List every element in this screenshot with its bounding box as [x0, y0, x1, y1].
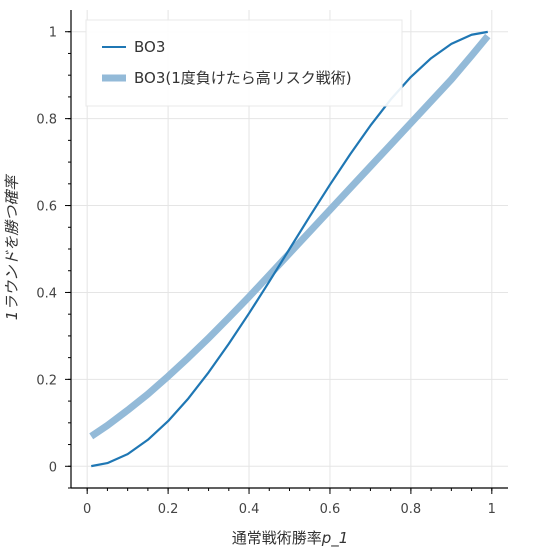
y-tick-label: 0.4: [36, 286, 57, 301]
x-tick-label: 0.8: [401, 502, 422, 517]
x-axis-label-text: 通常戦術勝率: [232, 529, 322, 547]
y-tick-label: 0.2: [36, 373, 57, 388]
legend: BO3 BO3(1度負けたら高リスク戦術): [85, 19, 403, 107]
x-tick-label: 1: [488, 502, 496, 517]
x-tick-label: 0.2: [158, 502, 179, 517]
y-axis-label: 1ラウンドを勝つ確率: [3, 174, 21, 321]
series-line-bo3-high-risk: [89, 33, 491, 440]
x-axis-label-variable: p_1: [321, 529, 349, 548]
x-tick-label: 0.6: [320, 502, 341, 517]
y-tick-label: 1: [49, 26, 57, 41]
x-axis-label: 通常戦術勝率p_1: [232, 529, 349, 548]
x-tick-label: 0.4: [239, 502, 260, 517]
axis-ticks: 0 0.2 0.4 0.6 0.8 1 0 0.2 0.4 0.6 0.8 1: [36, 26, 496, 517]
x-tick-label: 0: [83, 502, 91, 517]
y-tick-label: 0.8: [36, 113, 57, 128]
legend-label-bo3: BO3: [134, 38, 165, 56]
y-tick-label: 0: [49, 460, 57, 475]
legend-label-bo3-high-risk: BO3(1度負けたら高リスク戦術): [134, 69, 352, 87]
y-tick-label: 0.6: [36, 200, 57, 215]
series-line-bo3: [91, 30, 488, 468]
series-lines: [89, 30, 491, 468]
legend-box: [85, 19, 403, 107]
